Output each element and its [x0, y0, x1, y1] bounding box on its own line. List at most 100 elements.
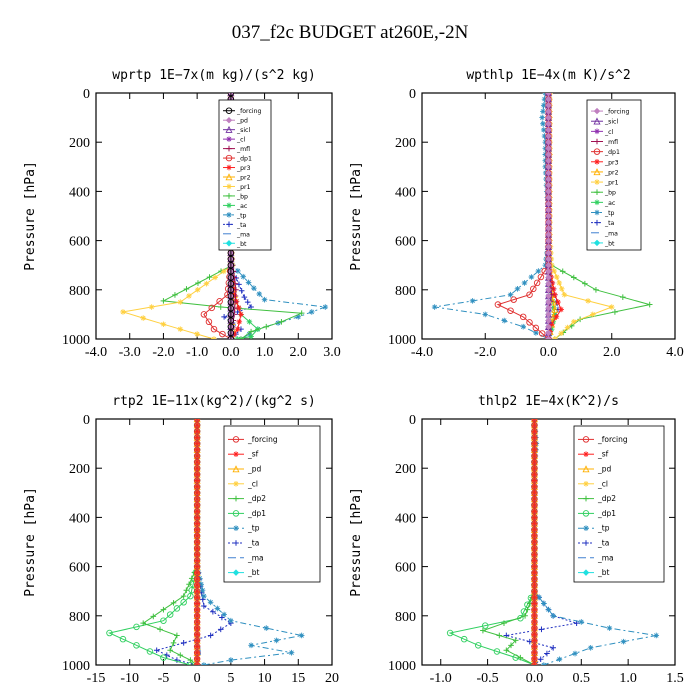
data-point: [193, 612, 201, 620]
data-point: [531, 520, 538, 527]
legend: _forcing _sicl _cl _mfl _dp1 _pr3 _pr2 _pr1 _bp _…: [586, 99, 642, 251]
data-point: [187, 657, 194, 663]
data-point: [531, 421, 538, 429]
legend-label: _cl: [604, 129, 613, 136]
panel-title: wpthlp 1E−4x(m K)/s^2: [466, 68, 630, 83]
data-point: [585, 298, 591, 304]
series-line: [155, 419, 232, 665]
data-point: [238, 287, 245, 294]
legend-marker: [594, 128, 600, 135]
data-point: [186, 581, 192, 588]
data-point: [193, 526, 201, 533]
data-point: [531, 606, 538, 613]
data-point: [545, 606, 552, 613]
data-point: [193, 624, 201, 632]
panel-title: thlp2 1E−4x(K^2)/s: [478, 394, 619, 409]
data-point: [256, 291, 263, 297]
y-axis-label: Pressure [hPa]: [23, 161, 38, 271]
data-point: [193, 501, 201, 509]
data-point: [140, 620, 146, 626]
chart-panel-3: rtp2 1E−11x(kg^2)/(kg^2 s) Pressure [hPa]…: [23, 394, 339, 686]
data-point: [531, 434, 538, 441]
chart-panel-2: wpthlp 1E−4x(m K)/s^2 Pressure [hPa] -4.0 -…: [349, 68, 684, 360]
data-point: [298, 632, 305, 639]
series-line: [142, 419, 198, 665]
data-point: [545, 95, 552, 103]
data-point: [227, 305, 235, 312]
data-point: [216, 298, 223, 305]
data-point: [234, 326, 241, 332]
legend-label: _pd: [597, 465, 612, 474]
panel-title: wprtp 1E−7x(m kg)/(s^2 kg): [112, 68, 316, 83]
x-tick-label: 0.0: [222, 345, 240, 360]
data-point: [540, 102, 547, 109]
y-tick-label: 400: [395, 185, 416, 200]
data-point: [153, 647, 160, 654]
data-point: [180, 640, 187, 646]
data-point: [174, 632, 180, 639]
data-point: [180, 599, 187, 606]
data-point: [219, 330, 226, 338]
legend-label: _tp: [247, 524, 260, 533]
data-point: [558, 286, 565, 292]
data-point: [248, 333, 254, 339]
data-point: [469, 298, 476, 304]
x-tick-label: 3.0: [323, 345, 341, 360]
x-tick-label: -10: [120, 671, 139, 686]
y-tick-label: 0: [83, 413, 90, 428]
data-point: [203, 280, 210, 287]
legend-marker: [226, 202, 232, 209]
y-axis-label: Pressure [hPa]: [349, 161, 364, 271]
data-point: [555, 299, 561, 305]
data-point: [521, 280, 528, 286]
legend-label: _ta: [604, 220, 615, 227]
data-point: [531, 458, 538, 466]
data-point: [556, 656, 563, 663]
legend-marker: [226, 164, 232, 171]
data-point: [545, 268, 552, 275]
data-point: [214, 605, 221, 612]
legend-label: _tp: [597, 524, 610, 533]
legend-label: _ta: [247, 539, 259, 548]
legend-marker: [594, 138, 600, 145]
data-point: [531, 452, 538, 460]
legend-marker: [583, 481, 589, 487]
legend-label: _bt: [604, 240, 615, 247]
data-point: [552, 291, 558, 298]
legend-box: [218, 99, 272, 251]
data-point: [526, 319, 533, 326]
data-point: [227, 268, 235, 275]
data-point: [234, 309, 241, 315]
y-tick-label: 1000: [388, 333, 416, 348]
data-point: [148, 304, 155, 310]
series-line: [533, 419, 657, 665]
legend-marker: [225, 154, 233, 162]
data-point: [238, 336, 244, 339]
x-tick-label: 0.5: [573, 671, 591, 686]
data-point: [545, 335, 552, 339]
legend-label: _pr1: [236, 184, 251, 191]
data-point: [551, 305, 559, 313]
data-point: [531, 624, 538, 632]
data-point: [572, 650, 578, 657]
data-point: [227, 317, 235, 324]
legend-marker: [226, 221, 232, 228]
legend-label: _dp1: [247, 509, 266, 518]
data-point: [545, 274, 552, 281]
data-point: [531, 446, 538, 454]
legend-marker: [226, 183, 232, 190]
legend-label: _bt: [247, 568, 260, 577]
data-point: [231, 291, 238, 298]
data-point: [545, 292, 552, 300]
y-tick-label: 200: [69, 136, 90, 151]
data-point: [531, 575, 538, 583]
panel-title: rtp2 1E−11x(kg^2)/(kg^2 s): [112, 394, 316, 409]
legend-label: _ta: [236, 222, 247, 229]
legend-label: _sf: [597, 450, 609, 459]
data-point: [531, 538, 538, 546]
series-dp1: [494, 93, 552, 339]
data-point: [194, 331, 200, 337]
y-tick-label: 800: [395, 610, 416, 625]
y-tick-label: 400: [69, 185, 90, 200]
legend-label: _pd: [247, 465, 262, 474]
